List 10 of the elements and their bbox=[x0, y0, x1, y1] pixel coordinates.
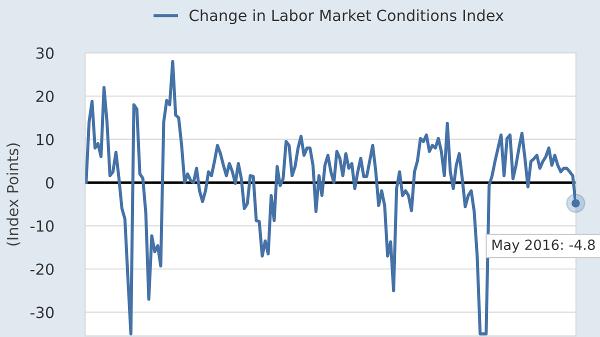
y-tick-label: 30 bbox=[36, 47, 54, 59]
annotation: May 2016: -4.8 bbox=[492, 240, 595, 253]
y-axis-title: (Index Points) bbox=[6, 143, 20, 246]
y-tick-label: 0 bbox=[46, 177, 54, 189]
y-tick-label: 10 bbox=[36, 134, 54, 146]
legend-label: Change in Labor Market Conditions Index bbox=[190, 9, 504, 24]
y-tick-label: -30 bbox=[30, 306, 54, 318]
y-tick-label: -20 bbox=[30, 263, 54, 276]
y-tick-label: 20 bbox=[36, 90, 54, 102]
y-tick-label: -10 bbox=[30, 220, 54, 232]
